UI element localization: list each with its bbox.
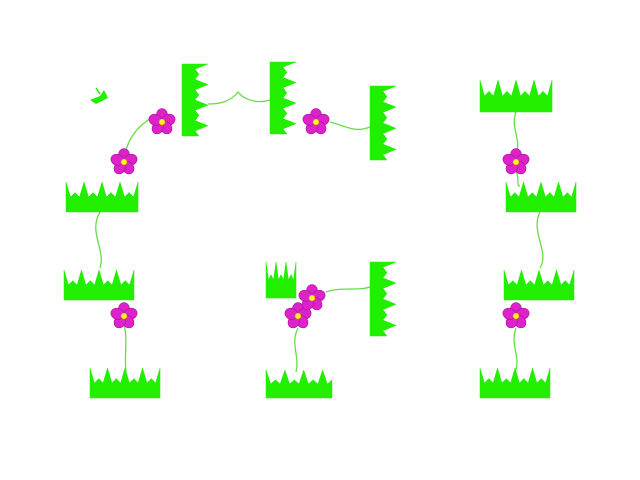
vine-6 bbox=[325, 285, 373, 293]
small-bug-sprite bbox=[90, 87, 108, 104]
grass-h-left-low bbox=[63, 269, 135, 301]
flower-center bbox=[158, 118, 166, 126]
grass-v-top-3 bbox=[369, 85, 397, 161]
grass-h-right-top bbox=[479, 79, 553, 113]
flower-center bbox=[294, 312, 302, 320]
vine-11 bbox=[513, 327, 518, 371]
flower-layer bbox=[110, 108, 530, 329]
sprite-layer bbox=[90, 87, 108, 104]
vine-5 bbox=[123, 323, 127, 373]
vine-7 bbox=[294, 327, 299, 373]
grass-layer bbox=[63, 61, 577, 399]
vine-9 bbox=[515, 169, 521, 187]
grass-block-center bbox=[265, 261, 297, 299]
grass-h-left-bottom bbox=[89, 367, 161, 399]
flower-center-1 bbox=[284, 302, 312, 329]
flower-center bbox=[120, 158, 128, 166]
grass-h-right-bottom bbox=[479, 367, 551, 399]
flower-center bbox=[312, 118, 320, 126]
flower-center-2 bbox=[298, 284, 326, 311]
grass-h-left-mid bbox=[65, 181, 139, 213]
flower-center bbox=[512, 158, 520, 166]
vine-3 bbox=[329, 121, 373, 130]
flower-left-upper bbox=[110, 148, 138, 175]
grass-h-right-low bbox=[503, 269, 575, 301]
grass-v-top-2 bbox=[269, 61, 297, 135]
grass-h-center-bottom bbox=[265, 369, 333, 399]
flower-center bbox=[308, 294, 316, 302]
grass-h-right-mid bbox=[505, 181, 577, 213]
flower-right-lower bbox=[502, 302, 530, 329]
flower-left-lower bbox=[110, 302, 138, 329]
vine-10 bbox=[536, 211, 544, 269]
vine-1 bbox=[207, 90, 271, 105]
flower-top-center bbox=[302, 108, 330, 135]
flower-top-left bbox=[148, 108, 176, 135]
grass-v-center-right bbox=[369, 261, 397, 337]
vine-4 bbox=[95, 211, 102, 269]
bug-body bbox=[90, 90, 108, 104]
flower-right-upper bbox=[502, 148, 530, 175]
bug-antenna bbox=[95, 87, 101, 95]
vine-8 bbox=[513, 111, 519, 155]
vine-layer bbox=[95, 90, 544, 373]
flower-center bbox=[120, 312, 128, 320]
flower-center bbox=[512, 312, 520, 320]
grass-v-top-1 bbox=[181, 63, 209, 137]
